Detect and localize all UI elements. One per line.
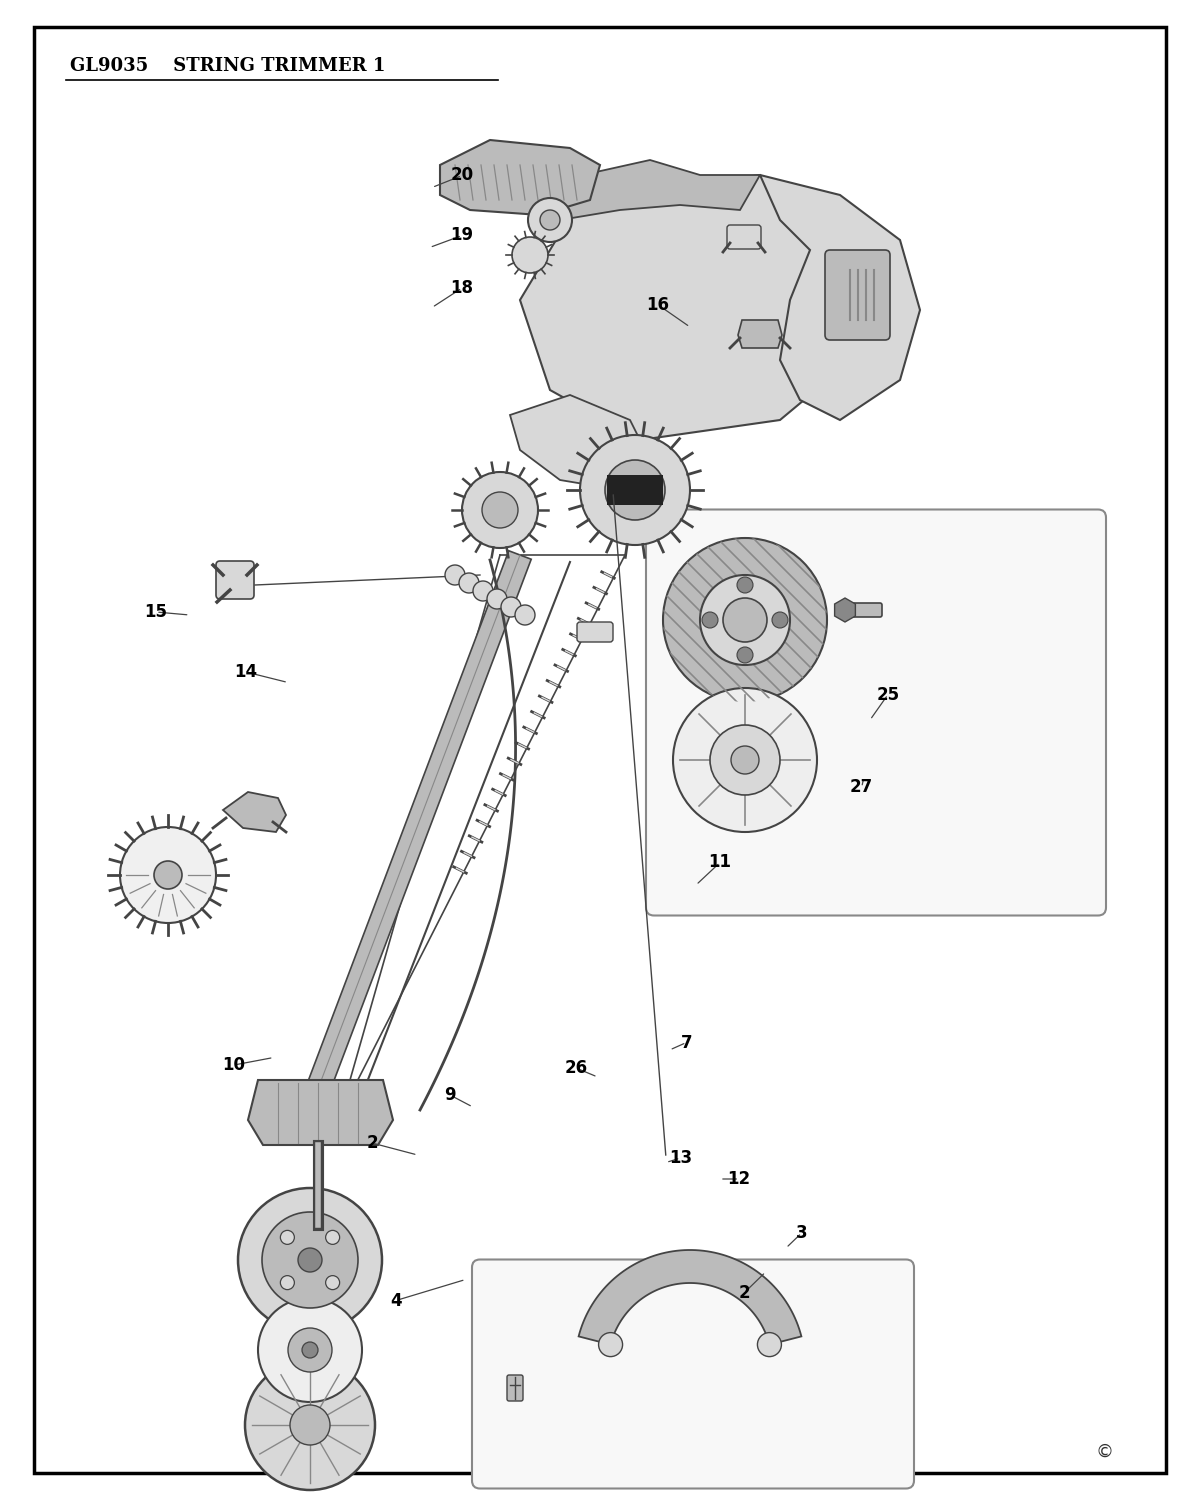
Polygon shape: [248, 1080, 394, 1144]
Circle shape: [473, 580, 493, 602]
Circle shape: [737, 578, 754, 592]
Text: 2: 2: [738, 1284, 750, 1302]
Polygon shape: [440, 140, 600, 214]
FancyBboxPatch shape: [216, 561, 254, 598]
Polygon shape: [738, 320, 782, 348]
Circle shape: [445, 566, 466, 585]
Circle shape: [710, 724, 780, 795]
Text: 10: 10: [222, 1056, 246, 1074]
Polygon shape: [578, 1250, 802, 1344]
Text: 4: 4: [390, 1292, 402, 1310]
Polygon shape: [760, 176, 920, 420]
Polygon shape: [299, 550, 532, 1114]
FancyBboxPatch shape: [646, 510, 1106, 915]
Text: 25: 25: [876, 686, 900, 703]
FancyBboxPatch shape: [826, 251, 890, 340]
Circle shape: [302, 1342, 318, 1358]
Text: GL9035    STRING TRIMMER 1: GL9035 STRING TRIMMER 1: [70, 57, 385, 75]
Text: ©: ©: [1096, 1443, 1114, 1461]
Circle shape: [605, 460, 665, 520]
Text: 7: 7: [680, 1034, 692, 1052]
Circle shape: [540, 210, 560, 230]
Circle shape: [258, 1298, 362, 1402]
Text: 3: 3: [796, 1224, 808, 1242]
Circle shape: [120, 827, 216, 922]
Polygon shape: [223, 792, 286, 832]
Circle shape: [737, 646, 754, 663]
Text: 11: 11: [708, 853, 732, 871]
Circle shape: [154, 861, 182, 889]
Circle shape: [245, 1360, 374, 1490]
Circle shape: [238, 1188, 382, 1332]
Circle shape: [462, 472, 538, 548]
Circle shape: [325, 1275, 340, 1290]
Circle shape: [599, 1332, 623, 1356]
FancyBboxPatch shape: [472, 1260, 914, 1488]
FancyBboxPatch shape: [508, 1376, 523, 1401]
Polygon shape: [510, 394, 650, 490]
Text: 27: 27: [850, 778, 874, 796]
FancyBboxPatch shape: [842, 603, 882, 616]
Text: 2: 2: [366, 1134, 378, 1152]
Text: 20: 20: [450, 166, 474, 184]
Circle shape: [281, 1275, 294, 1290]
Text: 14: 14: [234, 663, 258, 681]
Circle shape: [662, 538, 827, 702]
FancyBboxPatch shape: [577, 622, 613, 642]
Polygon shape: [520, 176, 840, 440]
Circle shape: [288, 1328, 332, 1372]
Text: 16: 16: [646, 296, 670, 314]
Circle shape: [487, 590, 508, 609]
FancyBboxPatch shape: [607, 476, 662, 506]
Circle shape: [700, 574, 790, 664]
Circle shape: [722, 598, 767, 642]
Text: 26: 26: [564, 1059, 588, 1077]
Circle shape: [502, 597, 521, 616]
Circle shape: [298, 1248, 322, 1272]
Text: 15: 15: [144, 603, 168, 621]
Circle shape: [290, 1406, 330, 1444]
Text: 18: 18: [450, 279, 474, 297]
Circle shape: [262, 1212, 358, 1308]
FancyBboxPatch shape: [727, 225, 761, 249]
Circle shape: [772, 612, 788, 628]
Circle shape: [731, 746, 760, 774]
Text: 19: 19: [450, 226, 474, 244]
Text: 13: 13: [668, 1149, 692, 1167]
Polygon shape: [560, 160, 760, 220]
Text: 9: 9: [444, 1086, 456, 1104]
Circle shape: [580, 435, 690, 544]
Circle shape: [673, 688, 817, 832]
Circle shape: [528, 198, 572, 242]
Circle shape: [515, 604, 535, 625]
Text: 12: 12: [727, 1170, 751, 1188]
Circle shape: [512, 237, 548, 273]
Circle shape: [458, 573, 479, 592]
Circle shape: [325, 1230, 340, 1245]
Circle shape: [482, 492, 518, 528]
Circle shape: [702, 612, 718, 628]
Circle shape: [281, 1230, 294, 1245]
Circle shape: [757, 1332, 781, 1356]
